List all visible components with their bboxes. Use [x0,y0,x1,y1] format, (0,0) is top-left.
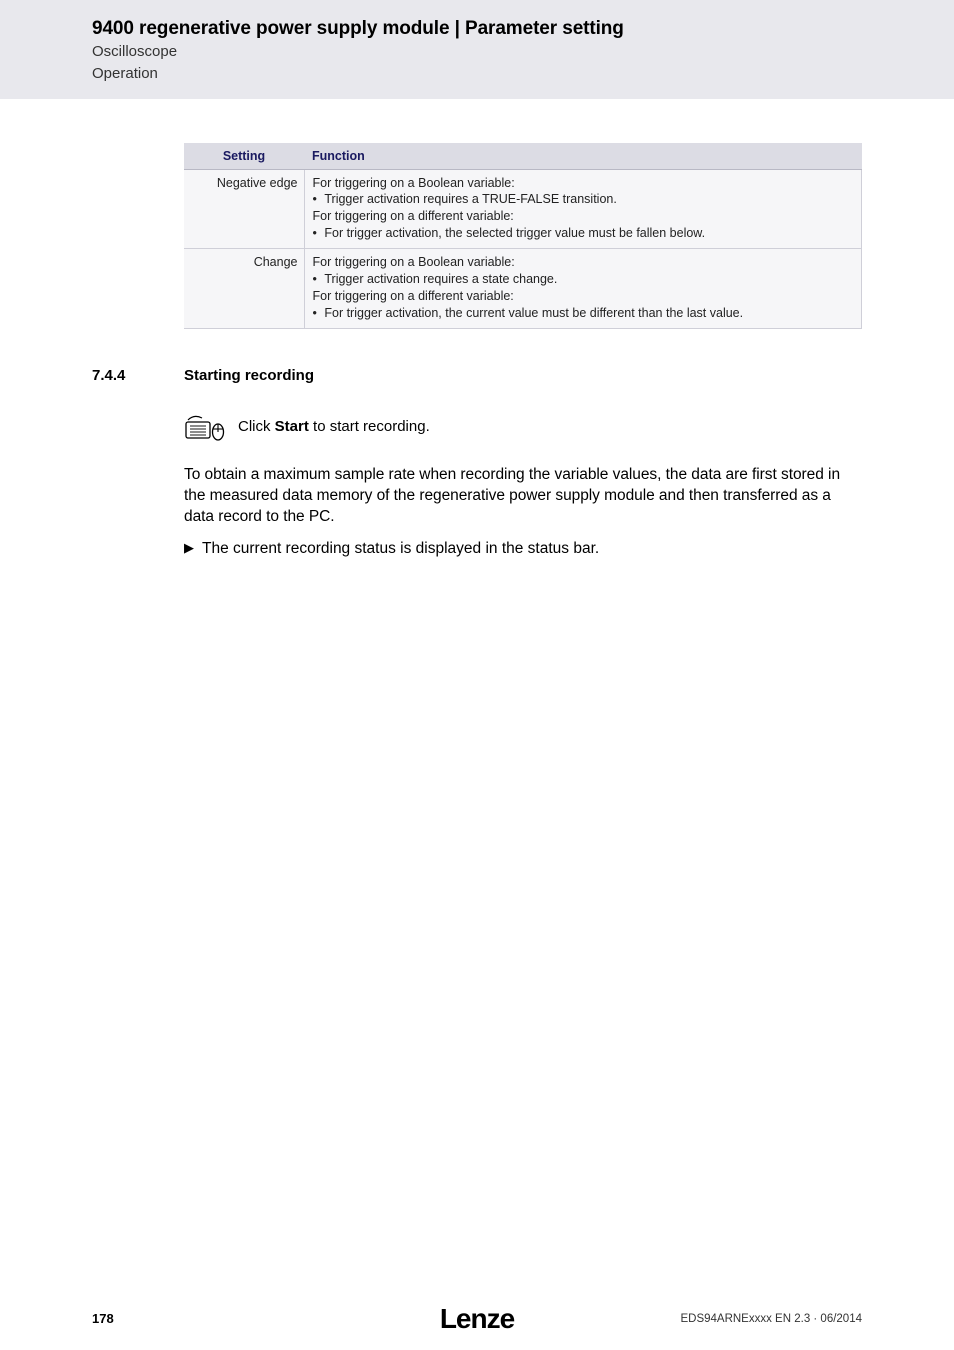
func-line: For triggering on a different variable: [313,209,514,223]
header-sub-1: Oscilloscope [92,42,954,62]
section-title: Starting recording [184,367,314,384]
text-bold: Start [275,418,309,435]
mouse-icon [184,412,228,442]
cell-function: For triggering on a Boolean variable: Tr… [304,249,862,329]
doc-id: EDS94ARNExxxx EN 2.3 · 06/2014 [680,1313,862,1325]
cell-setting: Negative edge [184,169,304,249]
bullet-line: ▶ The current recording status is displa… [184,538,862,559]
table-row: Negative edge For triggering on a Boolea… [184,169,862,249]
func-bullet: Trigger activation requires a state chan… [325,271,854,288]
page-number: 178 [92,1311,114,1326]
header-band: 9400 regenerative power supply module | … [0,0,954,99]
func-line: For triggering on a Boolean variable: [313,176,515,190]
click-start-text: Click Start to start recording. [238,418,430,435]
text-post: to start recording. [309,418,430,435]
func-bullet: Trigger activation requires a TRUE-FALSE… [325,191,854,208]
col-header-function: Function [304,143,862,170]
col-header-setting: Setting [184,143,304,170]
func-bullet: For trigger activation, the selected tri… [325,225,854,242]
text-pre: Click [238,418,275,435]
bullet-text: The current recording status is displaye… [202,538,599,559]
func-bullet: For trigger activation, the current valu… [325,305,854,322]
triangle-bullet-icon: ▶ [184,539,194,560]
func-line: For triggering on a Boolean variable: [313,255,515,269]
table-row: Change For triggering on a Boolean varia… [184,249,862,329]
content-area: Setting Function Negative edge For trigg… [0,99,954,560]
footer: 178 Lenze EDS94ARNExxxx EN 2.3 · 06/2014 [0,1311,954,1326]
settings-table: Setting Function Negative edge For trigg… [184,143,862,329]
table-header-row: Setting Function [184,143,862,170]
section-number: 7.4.4 [92,367,184,384]
header-sub-2: Operation [92,64,954,84]
page-title: 9400 regenerative power supply module | … [92,18,954,40]
section-heading: 7.4.4 Starting recording [92,367,862,384]
cell-function: For triggering on a Boolean variable: Tr… [304,169,862,249]
click-start-line: Click Start to start recording. [184,412,862,442]
cell-setting: Change [184,249,304,329]
body-paragraph: To obtain a maximum sample rate when rec… [184,464,862,528]
func-line: For triggering on a different variable: [313,289,514,303]
logo: Lenze [440,1303,514,1335]
